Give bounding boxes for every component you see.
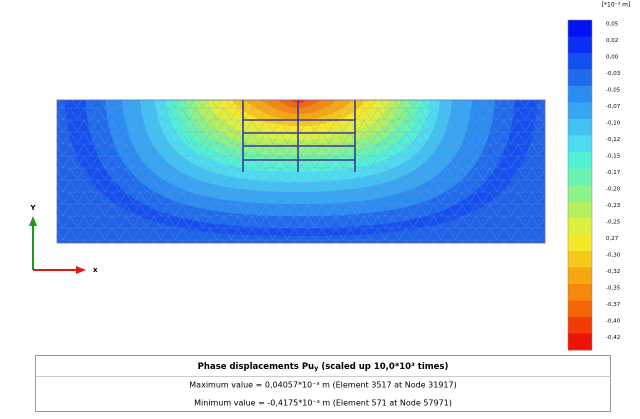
legend-swatch: [568, 201, 592, 219]
legend-label: -0,23: [606, 203, 621, 209]
legend-label: 0,00: [606, 55, 619, 61]
legend-label: 0,05: [606, 22, 619, 28]
legend-swatch: [568, 284, 592, 301]
title-subscript: y: [314, 364, 319, 372]
legend-label: -0,37: [606, 302, 621, 308]
legend-label: -0,05: [606, 88, 621, 94]
legend-label: -0,35: [606, 286, 621, 292]
legend-swatch: [568, 333, 592, 351]
legend-label: -0,25: [606, 220, 621, 226]
legend-label: -0,42: [606, 335, 620, 341]
legend-label: -0,15: [606, 154, 621, 160]
legend-swatch: [568, 251, 592, 268]
legend-swatch: [568, 218, 592, 235]
legend-swatch: [568, 317, 592, 334]
legend-unit: [*10⁻³ m]: [602, 2, 631, 9]
legend-label: -0,12: [606, 137, 620, 143]
caption-box: [35, 355, 611, 412]
legend-swatch: [568, 152, 592, 169]
legend-swatch: [568, 36, 592, 54]
contour-plot: [57, 100, 545, 243]
y-axis-label: Y: [29, 204, 36, 212]
legend-label: -0,30: [606, 253, 621, 259]
min-value: Minimum value = -0,4175*10⁻³ m (Element …: [194, 399, 452, 408]
legend-label: -0,20: [606, 187, 621, 193]
mesh: [57, 100, 545, 243]
title-text: Phase displacements Pu: [198, 362, 314, 372]
legend-label: 0,02: [606, 38, 618, 44]
caption-title: Phase displacements Puy (scaled up 10,0*…: [198, 362, 449, 373]
legend-label: -0,07: [606, 104, 621, 110]
legend-swatch: [568, 185, 592, 202]
legend-label: -0,17: [606, 170, 621, 176]
y-arrow-head: [29, 216, 37, 226]
legend-swatch: [568, 135, 592, 153]
legend-border: [567, 19, 593, 351]
x-axis-label: x: [93, 266, 98, 274]
legend: 0,05 0,02 0,00 -0,03 -0,05 -0,07 -0,10 -0,12 -0,…: [567, 19, 621, 351]
legend-swatch: [568, 168, 592, 186]
legend-label: -0,10: [606, 121, 621, 127]
legend-swatch: [568, 300, 592, 318]
title-rest: (scaled up 10,0*10³ times): [318, 362, 448, 372]
legend-label: -0,32: [606, 269, 620, 275]
legend-label: -0,03: [606, 71, 621, 77]
legend-swatch: [568, 267, 592, 285]
legend-swatch: [568, 102, 592, 120]
legend-swatch: [568, 53, 592, 70]
structures: [242, 100, 356, 172]
legend-swatch: [568, 69, 592, 87]
model-border: [56, 99, 546, 244]
legend-swatch: [568, 20, 592, 37]
legend-label: 0,27: [606, 236, 619, 242]
legend-swatch: [568, 234, 592, 252]
x-arrow-head: [76, 266, 86, 274]
legend-swatch: [568, 119, 592, 136]
legend-label: -0,40: [606, 319, 621, 325]
max-value: Maximum value = 0,04057*10⁻³ m (Element …: [189, 381, 456, 390]
legend-swatch: [568, 86, 592, 103]
